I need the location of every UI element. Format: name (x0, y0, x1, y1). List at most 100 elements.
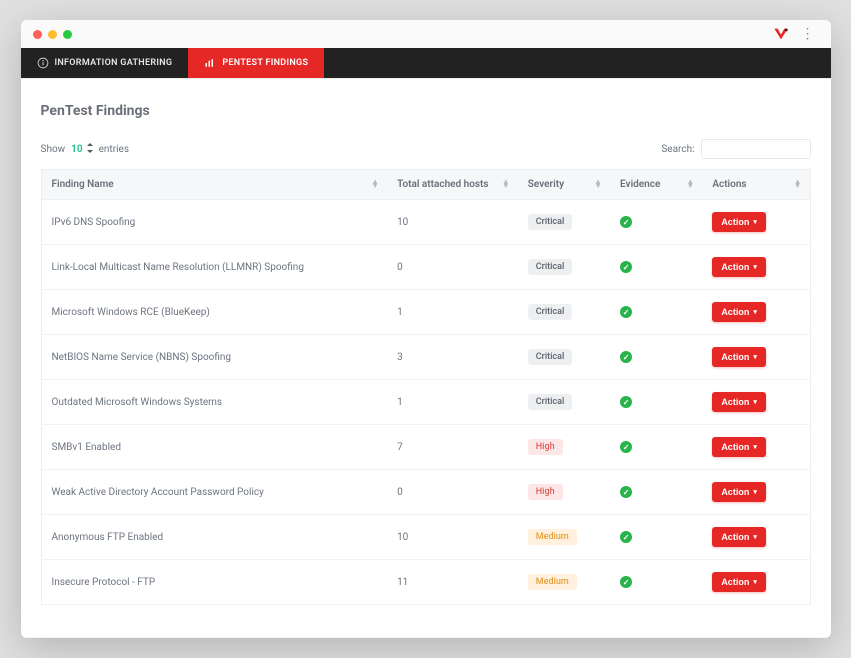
table-row: SMBv1 Enabled7High✓ Action▾ (41, 425, 810, 470)
chevron-down-icon: ▾ (753, 218, 757, 226)
col-evidence[interactable]: Evidence ▲▼ (610, 170, 702, 200)
tab-label: PENTEST FINDINGS (222, 58, 308, 68)
action-button-label: Action (721, 262, 749, 272)
cell-hosts: 11 (387, 560, 518, 605)
check-circle-icon: ✓ (620, 261, 632, 273)
overflow-menu-icon[interactable]: ⋮ (797, 26, 819, 42)
cell-finding-name: Insecure Protocol - FTP (41, 560, 387, 605)
table-body: IPv6 DNS Spoofing10Critical✓Action▾Link-… (41, 200, 810, 605)
search-input[interactable] (701, 139, 811, 159)
findings-table: Finding Name ▲▼ Total attached hosts ▲▼ … (41, 169, 811, 605)
cell-evidence: ✓ (610, 425, 702, 470)
cell-hosts: 10 (387, 515, 518, 560)
col-finding-name[interactable]: Finding Name ▲▼ (41, 170, 387, 200)
severity-badge: Medium (528, 574, 577, 590)
brand-logo-icon (773, 27, 789, 41)
col-label: Evidence (620, 179, 660, 190)
col-actions[interactable]: Actions ▲▼ (702, 170, 810, 200)
severity-badge: Critical (528, 214, 573, 230)
cell-evidence: ✓ (610, 335, 702, 380)
close-window-button[interactable] (33, 30, 42, 39)
cell-severity: High (518, 425, 610, 470)
severity-badge: Critical (528, 349, 573, 365)
tab-information-gathering[interactable]: INFORMATION GATHERING (21, 48, 189, 78)
table-row: Anonymous FTP Enabled10 Medium ✓ Action▾ (41, 515, 810, 560)
entries-select[interactable]: 10 (71, 143, 92, 155)
action-button-label: Action (721, 487, 749, 497)
cell-hosts: 10 (387, 200, 518, 245)
minimize-window-button[interactable] (48, 30, 57, 39)
check-circle-icon: ✓ (620, 486, 632, 498)
info-circle-icon (37, 57, 49, 69)
tab-pentest-findings[interactable]: PENTEST FINDINGS (188, 48, 324, 78)
action-button[interactable]: Action▾ (712, 437, 766, 457)
chevron-down-icon: ▾ (753, 488, 757, 496)
action-button-label: Action (721, 217, 749, 227)
cell-actions: Action▾ (702, 245, 810, 290)
cell-hosts: 1 (387, 380, 518, 425)
action-button[interactable]: Action ▾ (712, 347, 766, 367)
action-button[interactable]: Action▾ (712, 302, 766, 322)
cell-finding-name: NetBIOS Name Service (NBNS) Spoofing (41, 335, 387, 380)
check-circle-icon: ✓ (620, 531, 632, 543)
table-row: Weak Active Directory Account Password P… (41, 470, 810, 515)
action-button[interactable]: Action ▾ (712, 212, 766, 232)
action-button-label: Action (721, 397, 749, 407)
sort-icon: ▲▼ (686, 180, 694, 190)
cell-finding-name: Anonymous FTP Enabled (41, 515, 387, 560)
cell-actions: Action▾ (702, 515, 810, 560)
cell-evidence: ✓ (610, 245, 702, 290)
cell-finding-name: IPv6 DNS Spoofing (41, 200, 387, 245)
chevron-down-icon: ▾ (753, 353, 757, 361)
action-button[interactable]: Action ▾ (712, 482, 766, 502)
action-button-label: Action (721, 352, 749, 362)
cell-severity: Critical (518, 290, 610, 335)
action-button[interactable]: Action▾ (712, 527, 766, 547)
cell-finding-name: SMBv1 Enabled (41, 425, 387, 470)
cell-actions: Action ▾ (702, 470, 810, 515)
severity-badge: Critical (528, 259, 573, 275)
severity-badge: Medium (528, 529, 577, 545)
tab-label: INFORMATION GATHERING (55, 58, 173, 68)
action-button-label: Action (721, 307, 749, 317)
titlebar-right: ⋮ (773, 26, 819, 42)
col-label: Total attached hosts (397, 179, 489, 190)
table-row: NetBIOS Name Service (NBNS) Spoofing3 Cri… (41, 335, 810, 380)
page-title: PenTest Findings (41, 103, 811, 119)
titlebar: ⋮ (21, 20, 831, 48)
content-area: PenTest Findings Show 10 entries Search: (21, 78, 831, 638)
action-button-label: Action (721, 442, 749, 452)
cell-evidence: ✓ (610, 470, 702, 515)
sort-icon: ▲▼ (794, 180, 802, 190)
col-severity[interactable]: Severity ▲▼ (518, 170, 610, 200)
severity-badge: Critical (528, 394, 573, 410)
severity-badge: Critical (528, 304, 573, 320)
action-button[interactable]: Action▾ (712, 392, 766, 412)
sort-icon: ▲▼ (594, 180, 602, 190)
cell-hosts: 3 (387, 335, 518, 380)
col-label: Severity (528, 179, 564, 190)
col-total-hosts[interactable]: Total attached hosts ▲▼ (387, 170, 518, 200)
action-button[interactable]: Action▾ (712, 572, 766, 592)
table-row: IPv6 DNS Spoofing10Critical✓Action▾ (41, 200, 810, 245)
show-label: Show (41, 144, 66, 155)
cell-severity: Critical (518, 200, 610, 245)
cell-actions: Action▾ (702, 290, 810, 335)
cell-severity: Medium (518, 560, 610, 605)
cell-hosts: 0 (387, 245, 518, 290)
sort-icon: ▲▼ (371, 180, 379, 190)
tabbar: INFORMATION GATHERING PENTEST FINDINGS (21, 48, 831, 78)
check-circle-icon: ✓ (620, 576, 632, 588)
cell-hosts: 7 (387, 425, 518, 470)
cell-finding-name: Weak Active Directory Account Password P… (41, 470, 387, 515)
cell-actions: Action ▾ (702, 335, 810, 380)
cell-finding-name: Link-Local Multicast Name Resolution (LL… (41, 245, 387, 290)
cell-severity: Medium (518, 515, 610, 560)
action-button[interactable]: Action▾ (712, 257, 766, 277)
cell-hosts: 1 (387, 290, 518, 335)
maximize-window-button[interactable] (63, 30, 72, 39)
updown-caret-icon (87, 143, 93, 155)
cell-severity: Critical (518, 335, 610, 380)
search-wrap: Search: (661, 139, 810, 159)
table-row: Insecure Protocol - FTP11 Medium ✓ Action▾ (41, 560, 810, 605)
